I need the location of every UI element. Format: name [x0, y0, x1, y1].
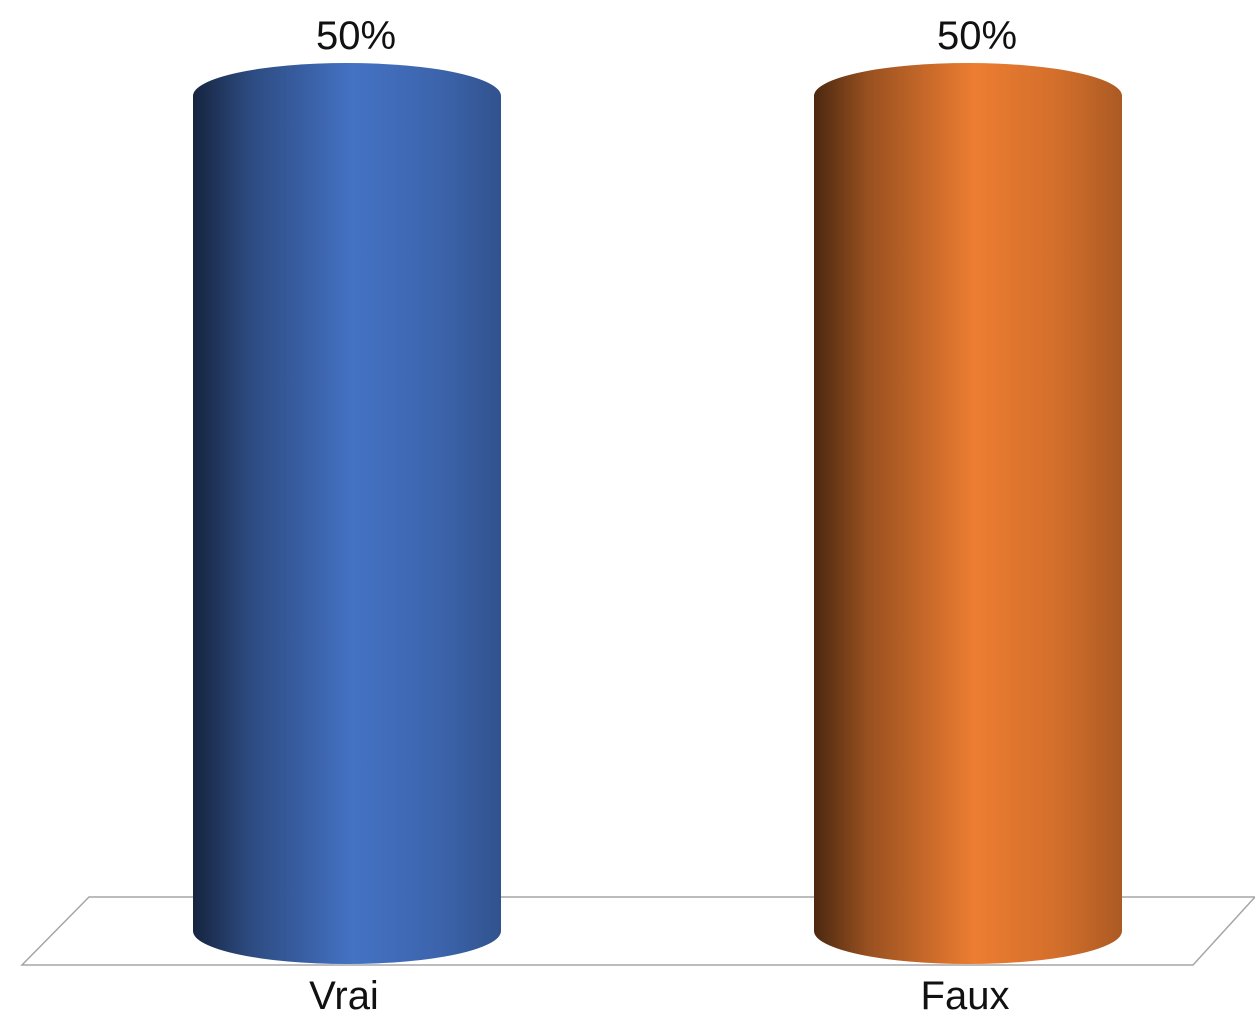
- cylinder-body: [193, 96, 501, 964]
- cylinder-body: [814, 96, 1122, 964]
- cylinder-top: [814, 63, 1122, 129]
- cylinder-top: [193, 63, 501, 129]
- data-label-vrai: 50%: [316, 14, 396, 58]
- bar-faux: [814, 63, 1122, 964]
- labels-layer: 50% Vrai 50% Faux: [309, 14, 1017, 1013]
- bar-vrai: [193, 63, 501, 964]
- bars-layer: [193, 63, 1122, 964]
- chart-floor: [20, 896, 1255, 966]
- category-label-faux: Faux: [921, 974, 1010, 1013]
- data-label-faux: 50%: [937, 14, 1017, 58]
- category-label-vrai: Vrai: [309, 974, 379, 1013]
